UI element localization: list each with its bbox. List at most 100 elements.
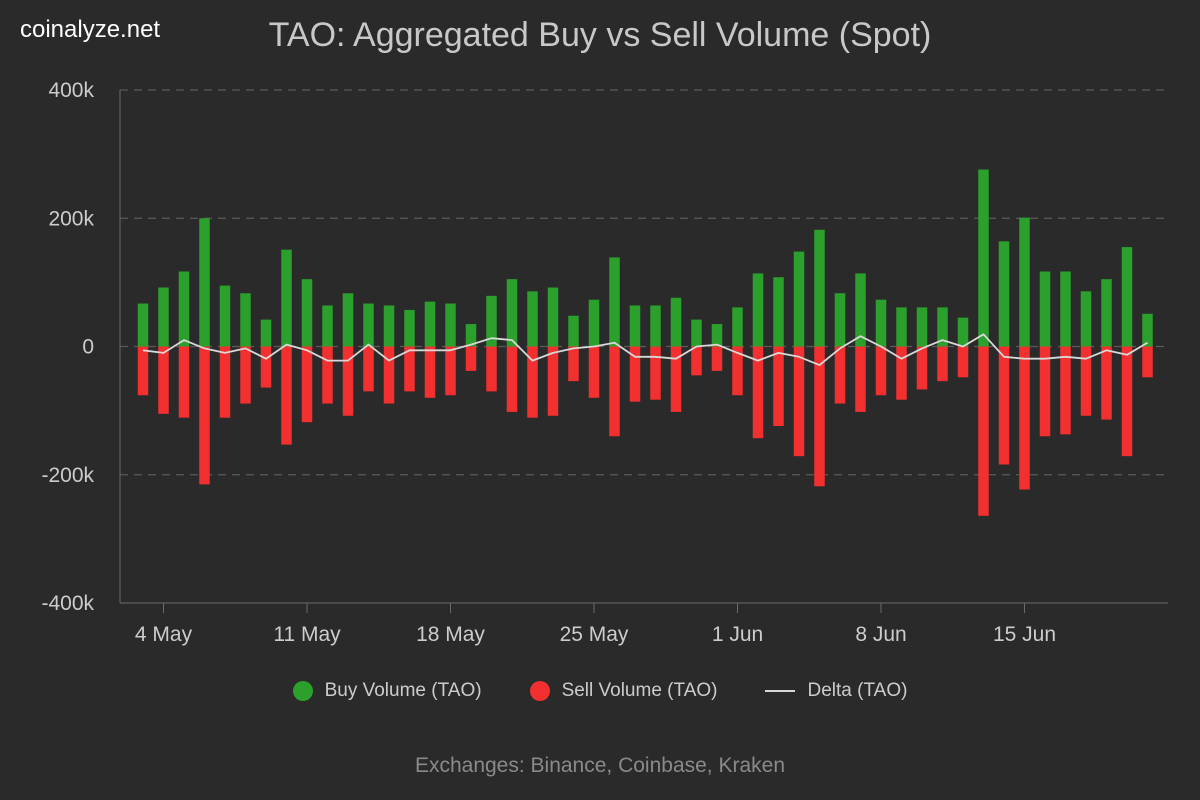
buy-bar[interactable] <box>732 307 743 347</box>
legend-item-delta[interactable]: Delta (TAO) <box>765 680 907 702</box>
buy-bar[interactable] <box>916 307 928 347</box>
buy-bar[interactable] <box>773 277 784 347</box>
buy-bar[interactable] <box>322 305 333 347</box>
buy-bar[interactable] <box>1142 313 1153 347</box>
buy-bar[interactable] <box>547 287 559 347</box>
sell-bar[interactable] <box>199 346 210 485</box>
buy-bar[interactable] <box>957 317 969 347</box>
buy-bar[interactable] <box>527 291 538 347</box>
sell-bar[interactable] <box>547 346 559 416</box>
buy-bar[interactable] <box>240 293 251 347</box>
sell-bar[interactable] <box>178 346 190 418</box>
buy-bar[interactable] <box>260 319 272 347</box>
buy-bar[interactable] <box>486 295 497 347</box>
buy-bar[interactable] <box>342 293 354 347</box>
sell-bar[interactable] <box>773 346 784 427</box>
buy-bar[interactable] <box>691 319 702 347</box>
brand-logo-text[interactable]: coinalyze.net <box>20 16 161 43</box>
buy-bar[interactable] <box>424 301 436 347</box>
sell-bar[interactable] <box>445 346 456 396</box>
sell-bar[interactable] <box>937 346 948 382</box>
sell-bar[interactable] <box>424 346 436 398</box>
sell-bar[interactable] <box>588 346 600 398</box>
sell-bar[interactable] <box>219 346 231 418</box>
sell-bar[interactable] <box>342 346 354 416</box>
buy-bar[interactable] <box>568 315 579 347</box>
sell-bar[interactable] <box>363 346 374 392</box>
delta-line[interactable] <box>142 333 1148 367</box>
buy-bar[interactable] <box>1080 291 1092 347</box>
sell-bar[interactable] <box>629 346 641 402</box>
legend-item-buy[interactable]: Buy Volume (TAO) <box>292 680 482 702</box>
buy-bar[interactable] <box>609 257 620 347</box>
sell-bar[interactable] <box>896 346 907 400</box>
buy-bar[interactable] <box>404 309 415 347</box>
sell-bar[interactable] <box>691 346 702 376</box>
sell-bar[interactable] <box>752 346 764 439</box>
sell-bar[interactable] <box>486 346 497 392</box>
buy-bar[interactable] <box>1101 279 1112 347</box>
sell-bar[interactable] <box>1060 346 1071 435</box>
sell-bar[interactable] <box>383 346 395 404</box>
buy-bar[interactable] <box>465 324 477 347</box>
sell-bar[interactable] <box>834 346 846 404</box>
buy-bar[interactable] <box>588 299 600 347</box>
sell-bar[interactable] <box>568 346 579 382</box>
sell-bar[interactable] <box>404 346 415 392</box>
sell-bar[interactable] <box>978 346 989 516</box>
buy-bar[interactable] <box>670 297 682 347</box>
sell-bar[interactable] <box>998 346 1010 465</box>
sell-bar[interactable] <box>711 346 723 371</box>
buy-bar[interactable] <box>445 303 456 347</box>
sell-bar[interactable] <box>465 346 477 371</box>
buy-bar[interactable] <box>896 307 907 347</box>
legend-item-sell[interactable]: Sell Volume (TAO) <box>529 680 717 702</box>
sell-bar[interactable] <box>1121 346 1133 457</box>
sell-bar[interactable] <box>670 346 682 412</box>
sell-bar[interactable] <box>1019 346 1030 490</box>
buy-bar[interactable] <box>506 279 518 347</box>
sell-bar[interactable] <box>158 346 169 414</box>
buy-bar[interactable] <box>875 299 887 347</box>
sell-bar[interactable] <box>916 346 928 390</box>
buy-bar[interactable] <box>629 305 641 347</box>
buy-bar[interactable] <box>301 279 313 347</box>
buy-bar[interactable] <box>363 303 374 347</box>
buy-bar[interactable] <box>1121 247 1133 347</box>
buy-bar[interactable] <box>1060 271 1071 347</box>
buy-bar[interactable] <box>383 305 395 347</box>
sell-bar[interactable] <box>527 346 538 418</box>
sell-bar[interactable] <box>732 346 743 396</box>
buy-bar[interactable] <box>1019 217 1030 347</box>
sell-bar[interactable] <box>814 346 825 487</box>
buy-bar[interactable] <box>998 241 1010 347</box>
sell-bar[interactable] <box>1039 346 1051 437</box>
sell-bar[interactable] <box>137 346 149 396</box>
sell-bar[interactable] <box>650 346 661 400</box>
sell-bar[interactable] <box>506 346 518 412</box>
sell-bar[interactable] <box>609 346 620 437</box>
buy-bar[interactable] <box>834 293 846 347</box>
sell-bar[interactable] <box>1142 346 1153 378</box>
sell-bar[interactable] <box>1080 346 1092 416</box>
sell-bar[interactable] <box>957 346 969 378</box>
sell-bar[interactable] <box>855 346 866 412</box>
buy-bar[interactable] <box>650 305 661 347</box>
sell-bar[interactable] <box>1101 346 1112 420</box>
sell-bar[interactable] <box>875 346 887 396</box>
buy-bar[interactable] <box>219 285 231 347</box>
buy-bar[interactable] <box>937 307 948 347</box>
buy-bar[interactable] <box>158 287 169 347</box>
sell-bar[interactable] <box>322 346 333 404</box>
buy-bar[interactable] <box>752 273 764 347</box>
sell-bar[interactable] <box>793 346 805 457</box>
sell-bar[interactable] <box>260 346 272 388</box>
buy-bar[interactable] <box>978 169 989 347</box>
sell-bar[interactable] <box>240 346 251 404</box>
buy-bar[interactable] <box>137 303 149 347</box>
buy-bar[interactable] <box>1039 271 1051 347</box>
sell-bar[interactable] <box>281 346 292 445</box>
buy-bar[interactable] <box>199 218 210 347</box>
buy-bar[interactable] <box>855 273 866 347</box>
buy-bar[interactable] <box>814 229 825 347</box>
